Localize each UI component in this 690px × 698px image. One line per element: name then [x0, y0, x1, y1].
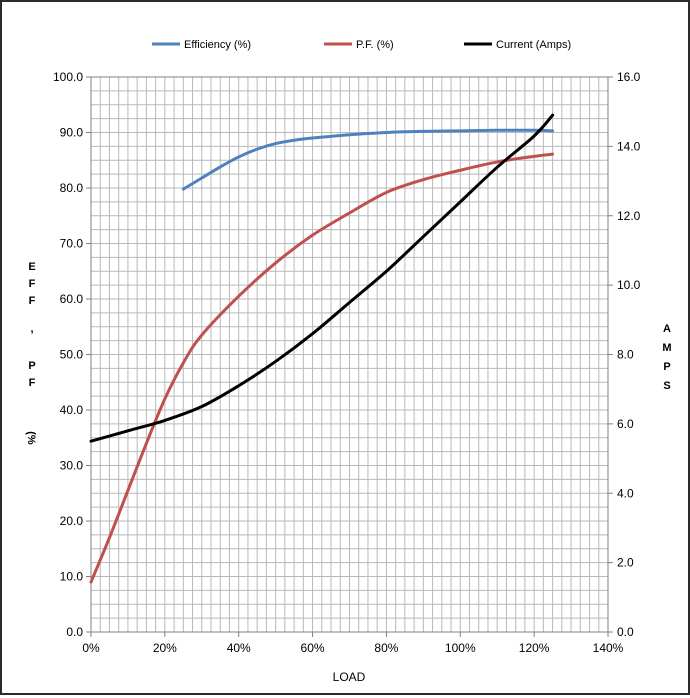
left-tick-label: 60.0	[60, 292, 84, 306]
right-tick-label: 14.0	[617, 139, 641, 153]
right-tick-label: 16.0	[617, 70, 641, 84]
left-axis-label-char: F	[29, 278, 36, 290]
left-tick-label: 90.0	[60, 126, 84, 140]
right-tick-label: 4.0	[617, 486, 634, 500]
legend-label-efficiency: Efficiency (%)	[184, 39, 251, 51]
left-tick-label: 80.0	[60, 181, 84, 195]
left-axis-label-char: E	[28, 261, 35, 273]
left-tick-label: 10.0	[60, 570, 84, 584]
right-axis-label-char: P	[663, 361, 670, 373]
left-axis-label: EFF,PF(%	[25, 261, 37, 445]
x-tick-label: 140%	[593, 641, 624, 655]
x-tick-label: 0%	[82, 641, 100, 655]
left-tick-label: 40.0	[60, 403, 84, 417]
right-axis-label-char: A	[663, 323, 671, 335]
legend-label-p-f: P.F. (%)	[356, 39, 394, 51]
left-tick-label: 20.0	[60, 514, 84, 528]
x-axis-ticks: 0% 20% 40% 60% 80% 100% 120% 140%	[82, 632, 624, 655]
x-tick-label: 80%	[374, 641, 398, 655]
x-tick-label: 100%	[445, 641, 476, 655]
x-tick-label: 120%	[519, 641, 550, 655]
left-tick-label: 50.0	[60, 348, 84, 362]
left-axis-label-char: ,	[30, 323, 33, 335]
left-axis-label-char: (%	[25, 431, 37, 445]
right-tick-label: 0.0	[617, 625, 634, 639]
right-tick-label: 8.0	[617, 348, 634, 362]
left-axis-label-char: P	[28, 360, 35, 372]
right-tick-label: 12.0	[617, 209, 641, 223]
grid-lines	[90, 76, 609, 633]
x-tick-label: 20%	[153, 641, 177, 655]
left-axis-ticks: 0.0 10.0 20.0 30.0 40.0 50.0 60.0 70.0 80.0 90.0 1…	[53, 70, 91, 639]
series-line-p-f	[89, 152, 555, 584]
x-tick-label: 40%	[227, 641, 251, 655]
right-axis-label-char: M	[662, 342, 671, 354]
legend: Efficiency (%) P.F. (%) Current (Amps)	[152, 39, 571, 51]
right-tick-label: 10.0	[617, 278, 641, 292]
right-axis-label-char: S	[663, 380, 670, 392]
left-tick-label: 100.0	[53, 70, 83, 84]
left-tick-label: 0.0	[66, 625, 83, 639]
left-tick-label: 70.0	[60, 237, 84, 251]
x-axis-label: LOAD	[333, 670, 366, 684]
right-axis-ticks: 0.0 2.0 4.0 6.0 8.0 10.0 12.0 14.0 16.0	[608, 70, 641, 639]
right-tick-label: 2.0	[617, 556, 634, 570]
right-tick-label: 6.0	[617, 417, 634, 431]
series-line-efficiency	[181, 128, 555, 191]
legend-label-current-amps: Current (Amps)	[496, 39, 571, 51]
left-axis-label-char: F	[29, 377, 36, 389]
x-tick-label: 60%	[301, 641, 325, 655]
left-axis-label-char: F	[29, 295, 36, 307]
left-tick-label: 30.0	[60, 459, 84, 473]
series-line-current-amps	[89, 113, 555, 443]
